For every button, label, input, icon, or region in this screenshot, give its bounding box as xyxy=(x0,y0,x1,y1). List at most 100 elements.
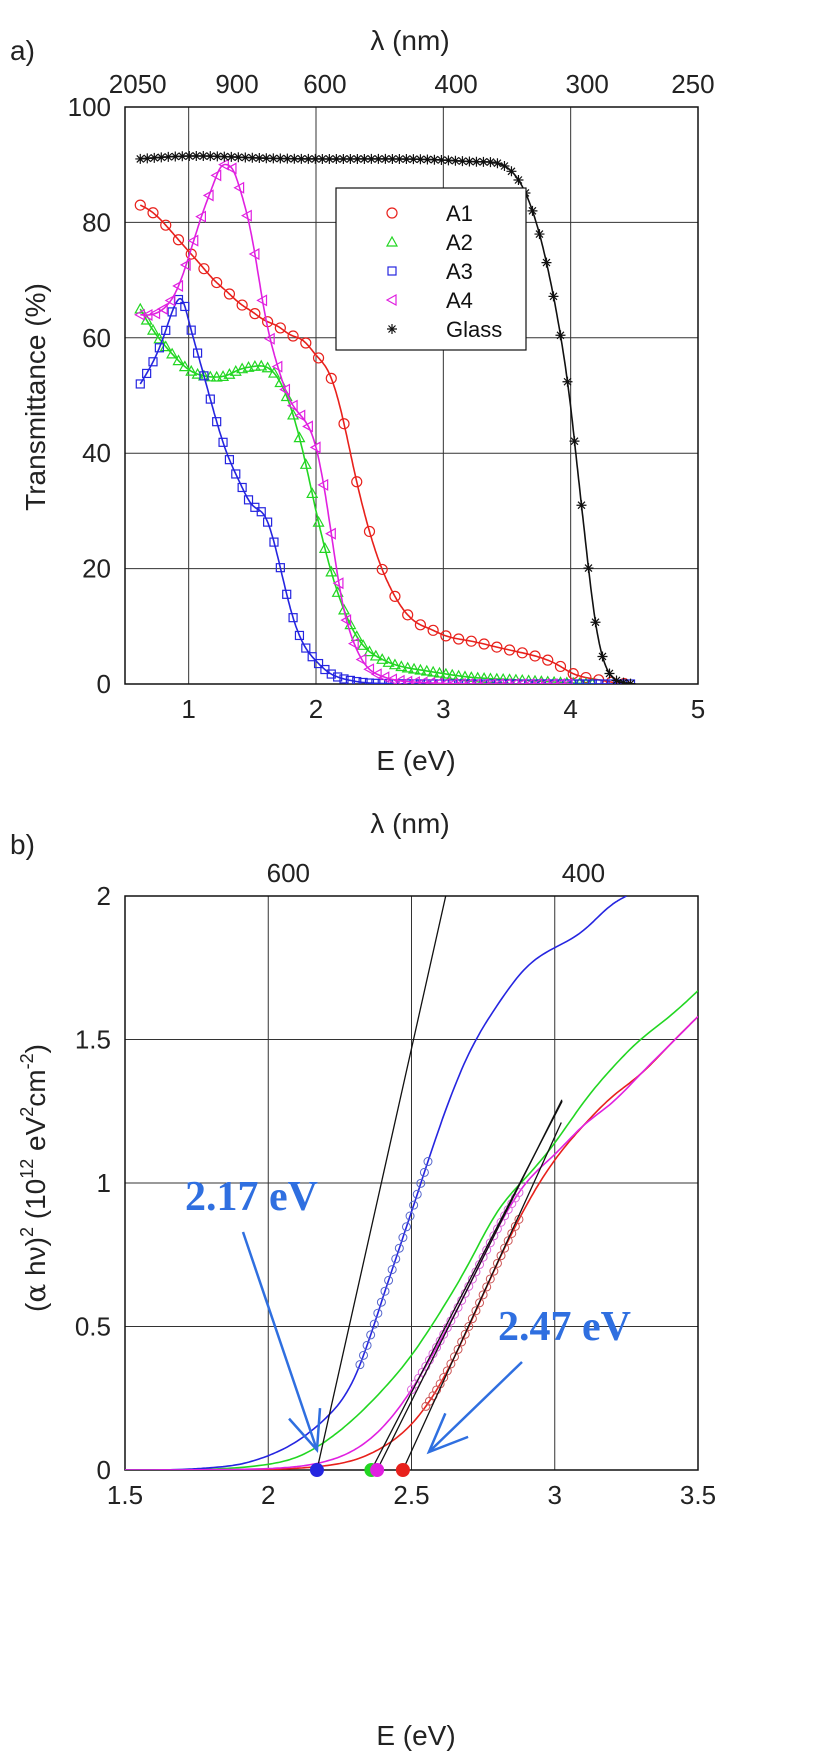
marker-glass xyxy=(254,153,265,164)
panel-b-x-label: E (eV) xyxy=(376,1720,455,1751)
marker-a2 xyxy=(478,672,491,683)
marker-glass xyxy=(261,153,272,164)
marker-a3 xyxy=(326,669,336,679)
fit-marker-a3 xyxy=(409,1200,419,1210)
marker-a4 xyxy=(248,248,260,261)
marker-glass xyxy=(170,151,181,162)
marker-a4 xyxy=(233,181,245,194)
marker-a2 xyxy=(388,658,401,670)
marker-glass xyxy=(513,175,524,185)
marker-glass xyxy=(590,617,601,628)
marker-a1 xyxy=(453,633,465,645)
marker-a2 xyxy=(280,390,293,402)
marker-a1 xyxy=(160,219,172,231)
marker-a4 xyxy=(241,209,252,222)
fit-marker-a1 xyxy=(467,1314,477,1324)
marker-a4 xyxy=(347,637,359,650)
marker-a1 xyxy=(414,619,427,631)
y-tick-label: 60 xyxy=(82,323,111,353)
marker-a1 xyxy=(351,476,363,488)
panel-a-x-label: E (eV) xyxy=(376,745,455,776)
marker-a3 xyxy=(269,537,279,547)
marker-a4 xyxy=(202,189,214,202)
marker-a3 xyxy=(256,507,266,517)
marker-glass xyxy=(205,151,216,162)
marker-a4 xyxy=(325,527,336,540)
marker-a3 xyxy=(301,643,311,653)
marker-a1 xyxy=(440,630,452,642)
legend-label-a1: A1 xyxy=(446,201,473,226)
y-tick-label: 40 xyxy=(82,438,111,468)
marker-a3 xyxy=(154,343,164,353)
marker-glass xyxy=(618,677,629,684)
fit-marker-a1 xyxy=(485,1274,495,1284)
marker-glass xyxy=(373,153,384,164)
marker-a1 xyxy=(223,288,236,300)
marker-glass xyxy=(576,500,587,511)
marker-a4 xyxy=(340,614,352,627)
x-tick-label: 3 xyxy=(436,694,450,724)
marker-a4 xyxy=(286,399,298,412)
marker-glass xyxy=(226,151,237,162)
y-tick-label: 2 xyxy=(97,881,111,911)
marker-a3 xyxy=(205,394,215,404)
fit-marker-a3 xyxy=(380,1286,390,1296)
marker-glass xyxy=(555,330,566,341)
marker-glass xyxy=(247,152,258,163)
top-tick-label: 900 xyxy=(215,69,258,99)
marker-glass xyxy=(527,205,538,216)
fit-marker-a1 xyxy=(453,1344,463,1354)
marker-a2 xyxy=(299,458,312,469)
marker-a2 xyxy=(153,332,166,344)
marker-glass xyxy=(548,291,559,302)
fit-marker-a3 xyxy=(412,1189,422,1199)
fit-marker-a1 xyxy=(475,1298,485,1308)
marker-glass xyxy=(506,166,517,177)
marker-glass xyxy=(471,156,482,167)
marker-a2 xyxy=(363,645,376,657)
marker-a2 xyxy=(306,487,319,499)
marker-a1 xyxy=(529,650,541,662)
fit-marker-a3 xyxy=(355,1360,365,1370)
annotation-arrowhead xyxy=(288,1408,322,1454)
marker-glass xyxy=(317,153,328,164)
fit-marker-a1 xyxy=(464,1322,474,1331)
fit-marker-a3 xyxy=(359,1350,369,1360)
marker-a1 xyxy=(580,671,592,684)
fit-marker-a1 xyxy=(449,1352,459,1362)
series-line-a2 xyxy=(139,308,597,684)
marker-glass xyxy=(240,152,251,163)
marker-a1 xyxy=(236,299,248,311)
marker-glass xyxy=(310,153,321,164)
marker-a4 xyxy=(485,677,497,684)
marker-a1 xyxy=(554,660,567,673)
marker-a2 xyxy=(408,662,421,674)
marker-a4 xyxy=(355,653,367,666)
marker-a4 xyxy=(516,677,527,684)
x-tick-label: 2 xyxy=(261,1480,275,1510)
marker-a3 xyxy=(186,325,196,335)
marker-a3 xyxy=(243,495,254,505)
marker-a2 xyxy=(439,667,452,679)
marker-glass xyxy=(541,257,552,268)
intercept-dot xyxy=(309,1463,324,1477)
annotation-arrow xyxy=(241,1231,319,1451)
marker-glass xyxy=(149,152,160,163)
legend-marker-a3 xyxy=(387,266,397,276)
marker-glass xyxy=(450,155,461,166)
marker-a4 xyxy=(179,258,191,271)
fit-marker-a3 xyxy=(394,1243,404,1253)
marker-a2 xyxy=(166,347,179,359)
fit-marker-a1 xyxy=(442,1366,452,1376)
marker-glass xyxy=(163,151,174,162)
marker-a3 xyxy=(454,679,464,684)
marker-a2 xyxy=(248,360,261,371)
marker-a3 xyxy=(479,679,489,684)
fit-marker-a3 xyxy=(419,1167,429,1177)
marker-a4 xyxy=(172,279,184,292)
marker-glass xyxy=(359,153,370,164)
marker-a1 xyxy=(478,638,490,650)
marker-a4 xyxy=(378,671,390,684)
marker-a4 xyxy=(554,677,566,684)
